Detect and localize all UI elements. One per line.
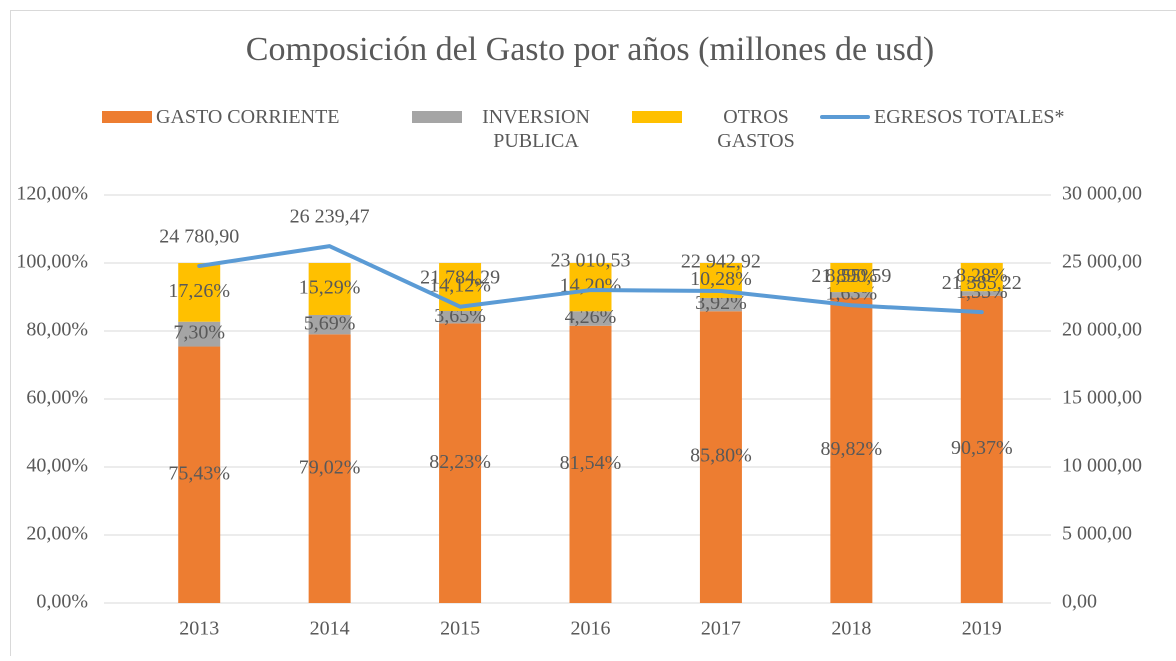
- data-label: 5,69%: [304, 312, 356, 334]
- legend-item: EGRESOS TOTALES*: [820, 105, 1064, 129]
- data-label: 22 942,92: [681, 251, 761, 273]
- y2-tick-label: 20 000,00: [1062, 319, 1142, 341]
- y-tick-label: 80,00%: [26, 319, 88, 341]
- legend-swatch: [632, 111, 682, 123]
- y2-tick-label: 25 000,00: [1062, 251, 1142, 273]
- legend-label: INVERSION PUBLICA: [466, 105, 606, 153]
- data-label: 21 385,22: [942, 272, 1022, 294]
- y-tick-label: 20,00%: [26, 523, 88, 545]
- x-tick-label: 2017: [701, 618, 741, 640]
- x-tick-label: 2015: [440, 618, 480, 640]
- y2-tick-label: 30 000,00: [1062, 183, 1142, 205]
- y-tick-label: 100,00%: [16, 251, 88, 273]
- data-label: 81,54%: [560, 452, 622, 474]
- data-label: 17,26%: [168, 280, 230, 302]
- data-label: 15,29%: [299, 277, 361, 299]
- x-tick-label: 2013: [179, 618, 219, 640]
- y-tick-label: 60,00%: [26, 387, 88, 409]
- legend-item: INVERSION PUBLICA: [412, 105, 606, 153]
- legend-label: GASTO CORRIENTE: [156, 105, 340, 129]
- data-label: 79,02%: [299, 456, 361, 478]
- y2-tick-label: 15 000,00: [1062, 387, 1142, 409]
- chart-title: Composición del Gasto por años (millones…: [246, 31, 934, 68]
- x-tick-label: 2018: [831, 618, 871, 640]
- legend-swatch: [820, 115, 870, 119]
- data-label: 89,82%: [821, 438, 883, 460]
- legend-swatch: [102, 111, 152, 123]
- legend-label: EGRESOS TOTALES*: [874, 105, 1064, 129]
- y-tick-label: 40,00%: [26, 455, 88, 477]
- x-tick-label: 2016: [571, 618, 611, 640]
- data-label: 21 784,29: [420, 266, 500, 288]
- legend-label: OTROS GASTOS: [686, 105, 826, 153]
- y2-tick-label: 5 000,00: [1062, 523, 1132, 545]
- data-label: 7,30%: [173, 322, 225, 344]
- y-tick-label: 0,00%: [36, 591, 88, 613]
- y-tick-label: 120,00%: [16, 183, 88, 205]
- data-label: 90,37%: [951, 437, 1013, 459]
- data-label: 85,80%: [690, 445, 752, 467]
- x-tick-label: 2014: [310, 618, 350, 640]
- data-label: 82,23%: [429, 451, 491, 473]
- data-label: 24 780,90: [159, 226, 239, 248]
- y2-tick-label: 10 000,00: [1062, 455, 1142, 477]
- data-label: 21 890,59: [811, 265, 891, 287]
- data-label: 75,43%: [168, 462, 230, 484]
- data-label: 26 239,47: [290, 206, 370, 228]
- legend-swatch: [412, 111, 462, 123]
- data-label: 23 010,53: [551, 250, 631, 272]
- legend-item: GASTO CORRIENTE: [102, 105, 340, 129]
- x-tick-label: 2019: [962, 618, 1002, 640]
- y2-tick-label: 0,00: [1062, 591, 1097, 613]
- legend-item: OTROS GASTOS: [632, 105, 826, 153]
